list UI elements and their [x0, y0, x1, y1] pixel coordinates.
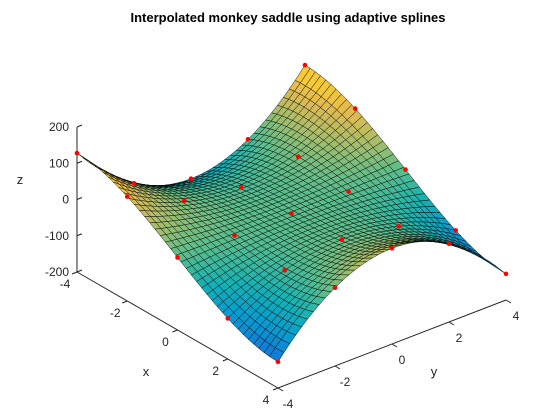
z-tick-mark [76, 269, 83, 273]
z-tick-label: 0 [62, 193, 69, 207]
axes: -4 -2 0 2 4 -4 -2 0 2 4 200 100 0 -100 -200 [45, 120, 520, 411]
surface-mesh [76, 64, 507, 363]
y-tick-label: 2 [456, 331, 463, 345]
x-tick-label: -4 [60, 277, 71, 291]
z-tick-mark [76, 124, 83, 128]
sample-point [453, 228, 459, 233]
y-tick-label: -4 [283, 397, 294, 411]
y-tick-mark [391, 343, 398, 348]
y-tick-mark [277, 387, 284, 392]
z-axis-label: z [17, 172, 24, 187]
x-tick-mark [272, 387, 279, 391]
z-tick-label: 200 [49, 120, 69, 134]
y-tick-mark [334, 365, 341, 370]
sample-point [238, 185, 244, 190]
z-tick-label: -200 [45, 265, 69, 279]
x-tick-label: 0 [162, 335, 169, 349]
z-tick-label: -100 [45, 229, 69, 243]
y-tick-label: 0 [399, 353, 406, 367]
sample-point [346, 189, 351, 194]
sample-point [124, 194, 130, 199]
chart-title: Interpolated monkey saddle using adaptiv… [131, 10, 446, 25]
sample-point [352, 106, 358, 111]
z-tick-mark [76, 197, 83, 200]
sample-point [295, 154, 301, 159]
x-tick-mark [122, 300, 128, 304]
sample-point [302, 62, 308, 68]
surface-patch [487, 261, 507, 275]
x-tick-mark [172, 329, 178, 333]
y-tick-label: 4 [513, 309, 520, 323]
sample-point [289, 211, 294, 216]
z-tick-mark [76, 233, 83, 237]
z-tick-mark [76, 160, 83, 164]
sample-point [446, 241, 452, 246]
sample-point [396, 224, 402, 229]
x-tick-label: 4 [263, 393, 270, 407]
sample-point [131, 181, 137, 186]
y-tick-mark [448, 321, 455, 326]
x-axis-label: x [143, 364, 150, 379]
sample-point [74, 150, 80, 156]
sample-point [503, 271, 509, 277]
sample-point [389, 246, 395, 251]
sample-point [403, 167, 408, 172]
y-tick-mark [505, 299, 512, 304]
surface-patch [97, 167, 110, 176]
surface-patch [269, 347, 285, 363]
x-tick-mark [71, 271, 78, 275]
sample-point [232, 233, 237, 238]
sample-point [225, 316, 231, 321]
sample-point [181, 198, 187, 203]
z-tick-label: 100 [49, 156, 69, 170]
y-tick-label: -2 [340, 375, 351, 389]
sample-point [275, 359, 281, 365]
sample-points [74, 62, 509, 365]
x-tick-label: -2 [110, 306, 121, 320]
sample-point [245, 137, 251, 142]
sample-point [188, 176, 194, 181]
sample-point [339, 237, 345, 242]
y-axis-label: y [431, 364, 438, 379]
sample-point [332, 285, 338, 291]
x-tick-label: 2 [212, 364, 219, 378]
x-tick-mark [222, 358, 228, 362]
sample-point [282, 268, 288, 273]
sample-point [175, 255, 180, 260]
